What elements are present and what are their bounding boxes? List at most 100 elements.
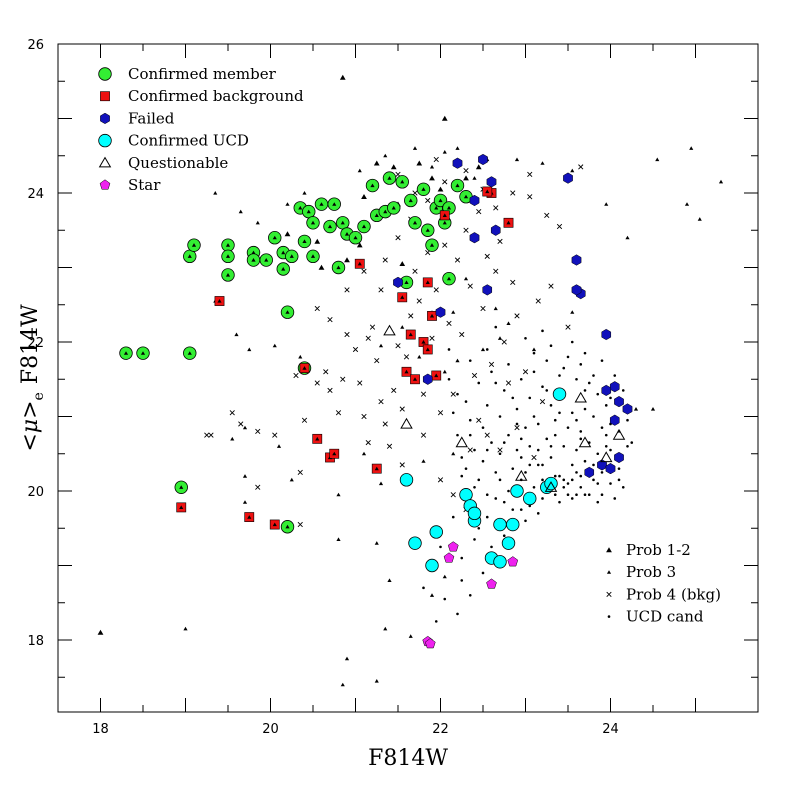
point-ucd-cand bbox=[498, 415, 502, 418]
point-confirmed-background-inner bbox=[506, 220, 511, 225]
point-ucd-cand bbox=[536, 422, 540, 426]
point-prob-4-bkg bbox=[442, 179, 448, 185]
point-questionable bbox=[455, 436, 468, 448]
y-tick-label: 22 bbox=[27, 336, 44, 351]
point-failed bbox=[435, 306, 446, 318]
point-prob-4-bkg bbox=[412, 268, 418, 274]
point-ucd-cand bbox=[485, 348, 489, 351]
point-prob-4-bkg bbox=[471, 372, 478, 379]
point-ucd-cand bbox=[541, 478, 544, 482]
point-ucd-cand bbox=[477, 526, 481, 530]
point-ucd-cand bbox=[524, 471, 527, 474]
point-confirmed-background-inner bbox=[357, 261, 362, 266]
point-confirmed-member-inner bbox=[336, 265, 341, 270]
point-confirmed-background-inner bbox=[400, 295, 405, 299]
point-prob-4-bkg bbox=[484, 432, 490, 438]
point-confirmed-ucd bbox=[425, 558, 439, 573]
point-prob-4-bkg bbox=[327, 317, 333, 323]
point-prob-3 bbox=[417, 354, 422, 359]
point-ucd-cand bbox=[592, 478, 595, 482]
point-prob-4-bkg bbox=[578, 164, 584, 170]
legend-marker-questionable bbox=[98, 156, 112, 168]
point-ucd-cand bbox=[481, 426, 485, 429]
point-prob-4-bkg bbox=[327, 387, 333, 394]
point-failed bbox=[422, 373, 433, 385]
legend-marker-prob-1-2 bbox=[606, 547, 612, 553]
point-star bbox=[425, 638, 436, 649]
point-confirmed-background-inner bbox=[302, 366, 307, 370]
legend-marker-failed bbox=[100, 112, 110, 124]
point-prob-4-bkg bbox=[425, 197, 431, 204]
point-ucd-cand bbox=[498, 452, 502, 456]
point-prob-4-bkg bbox=[361, 413, 367, 420]
point-prob-3 bbox=[697, 217, 702, 221]
legend-marker-confirmed-member bbox=[98, 67, 112, 81]
point-ucd-cand bbox=[609, 482, 612, 485]
point-prob-1-2 bbox=[390, 164, 397, 170]
point-prob-4-bkg bbox=[391, 387, 397, 394]
point-prob-4-bkg bbox=[493, 205, 499, 211]
point-prob-3 bbox=[506, 321, 511, 325]
point-ucd-cand bbox=[558, 411, 561, 415]
point-prob-4-bkg bbox=[378, 287, 384, 293]
legend-label-questionable: Questionable bbox=[128, 154, 228, 172]
point-prob-4-bkg bbox=[446, 320, 452, 326]
point-prob-4-bkg bbox=[420, 391, 427, 397]
point-star bbox=[486, 578, 497, 589]
point-ucd-cand bbox=[502, 534, 506, 537]
legend-label-star: Star bbox=[128, 176, 161, 194]
point-failed bbox=[614, 451, 624, 464]
point-ucd-cand bbox=[536, 512, 540, 515]
point-ucd-cand bbox=[536, 463, 540, 467]
point-failed bbox=[622, 403, 633, 415]
point-prob-4-bkg bbox=[527, 194, 533, 200]
point-confirmed-ucd bbox=[399, 473, 414, 487]
legend-marker-prob-4-bkg bbox=[606, 591, 612, 598]
point-questionable bbox=[515, 469, 528, 481]
plot-frame bbox=[57, 43, 759, 713]
point-ucd-cand bbox=[562, 478, 566, 482]
point-confirmed-background-inner bbox=[179, 505, 184, 509]
point-failed bbox=[563, 172, 573, 184]
point-ucd-cand bbox=[553, 433, 557, 437]
point-confirmed-member-inner bbox=[370, 183, 375, 188]
point-ucd-cand bbox=[502, 500, 506, 504]
point-ucd-cand bbox=[592, 374, 595, 377]
point-ucd-cand bbox=[515, 407, 519, 411]
point-confirmed-background-inner bbox=[374, 466, 379, 471]
point-ucd-cand bbox=[587, 381, 591, 385]
point-prob-1-2 bbox=[437, 186, 444, 192]
point-ucd-cand bbox=[621, 485, 625, 489]
point-ucd-cand bbox=[532, 351, 536, 355]
y-tick-label: 26 bbox=[27, 38, 44, 53]
point-confirmed-member-inner bbox=[187, 254, 192, 258]
point-prob-4-bkg bbox=[361, 268, 367, 274]
point-prob-1-2 bbox=[429, 175, 435, 181]
point-prob-4-bkg bbox=[488, 361, 495, 367]
point-prob-3 bbox=[378, 481, 384, 486]
point-failed bbox=[469, 194, 480, 207]
point-ucd-cand bbox=[447, 348, 451, 351]
point-ucd-cand bbox=[600, 426, 604, 429]
x-tick-label: 22 bbox=[432, 722, 449, 737]
point-confirmed-ucd bbox=[501, 536, 516, 550]
point-ucd-cand bbox=[583, 493, 587, 497]
point-ucd-cand bbox=[477, 478, 481, 482]
x-axis-title: F814W bbox=[368, 746, 448, 771]
point-prob-4-bkg bbox=[565, 324, 571, 330]
point-ucd-cand bbox=[613, 497, 617, 500]
x-tick-label: 20 bbox=[262, 722, 279, 737]
point-prob-3 bbox=[570, 310, 575, 314]
point-ucd-cand bbox=[447, 377, 451, 381]
point-questionable bbox=[578, 436, 592, 448]
point-prob-4-bkg bbox=[433, 156, 439, 163]
point-ucd-cand bbox=[434, 620, 438, 623]
point-failed bbox=[609, 414, 620, 426]
point-confirmed-member-inner bbox=[408, 198, 413, 203]
point-confirmed-member-inner bbox=[383, 209, 388, 214]
point-prob-4-bkg bbox=[505, 380, 512, 386]
point-ucd-cand bbox=[579, 485, 583, 489]
point-ucd-cand bbox=[566, 426, 570, 429]
point-confirmed-ucd bbox=[459, 488, 473, 502]
point-prob-4-bkg bbox=[497, 238, 503, 245]
